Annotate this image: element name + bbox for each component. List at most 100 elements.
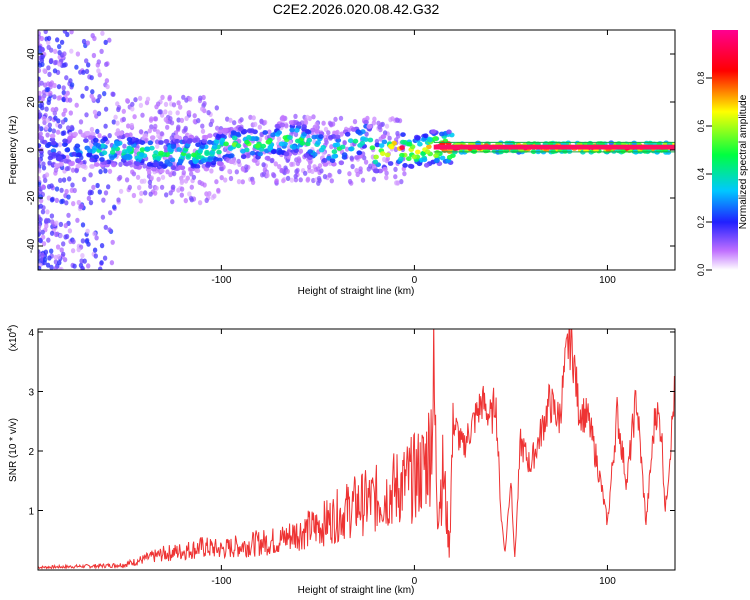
heatmap-noise-cell [43,177,48,183]
heatmap-noise-cell [38,203,43,209]
heatmap-noise-cell [88,200,94,206]
heatmap-ridge-cell [218,161,224,167]
heatmap-noise-cell [40,234,46,240]
heatmap-ridge-cell [127,147,133,153]
heatmap-ridge-cell [161,164,167,170]
heatmap-noise-cell [49,248,54,254]
heatmap-noise-cell [53,259,59,265]
heatmap-noise-cell [92,231,97,237]
heatmap-noise-cell [38,227,41,233]
heatmap-ridge-cell [265,139,272,145]
heatmap-noise-cell [167,94,172,100]
heatmap-ridge-cell [71,151,77,157]
x-tick-label: 100 [599,275,616,286]
heatmap-noise-cell [384,123,390,129]
heatmap-noise-cell [160,174,166,180]
heatmap-noise-cell [70,167,76,173]
heatmap-noise-cell [159,184,165,190]
heatmap-ridge-cell [262,130,269,135]
heatmap-noise-cell [107,168,113,174]
heatmap-ridge-cell [250,136,257,141]
spectrogram-axes: -100 0 100 -40 -20 0 20 40 [26,30,675,286]
heatmap-ridge-cell [306,137,313,143]
heatmap-ridge-cell [51,151,57,157]
heatmap-noise-cell [80,222,86,228]
heatmap-noise-cell [360,177,366,183]
heatmap-noise-cell [67,176,72,182]
heatmap-noise-cell [65,154,70,160]
heatmap-ridge-cell [295,138,301,144]
heatmap-noise-cell [110,239,115,245]
heatmap-noise-cell [168,116,173,122]
heatmap-ridge-cell [111,162,117,168]
heatmap-noise-cell [58,233,63,239]
heatmap-noise-cell [103,190,109,196]
heatmap-noise-cell [214,105,219,111]
heatmap-noise-cell [68,78,73,84]
heatmap-noise-cell [176,100,181,106]
heatmap-noise-cell [382,130,388,136]
heatmap-ridge-cell [352,138,359,144]
heatmap-noise-cell [52,60,58,66]
heatmap-ridge-cell [211,144,218,150]
heatmap-noise-cell [63,223,68,229]
heatmap-noise-cell [399,179,404,185]
heatmap-ridge-cell [223,141,229,147]
heatmap-noise-cell [155,129,161,135]
heatmap-noise-cell [38,198,44,204]
heatmap-noise-cell [262,167,268,173]
heatmap-noise-cell [89,75,94,81]
heatmap-noise-cell [189,184,194,190]
heatmap-noise-cell [39,80,44,86]
heatmap-noise-cell [122,143,127,149]
heatmap-ridge-cell [205,161,212,166]
heatmap-noise-cell [38,160,41,166]
heatmap-noise-cell [380,121,385,127]
heatmap-ridge-cell [62,142,68,148]
heatmap-noise-cell [54,197,59,203]
heatmap-noise-cell [354,168,359,174]
heatmap-ridge-cell [301,124,307,130]
heatmap-ridge-cell [87,148,93,154]
heatmap-ridge-cell [411,154,418,160]
heatmap-ridge-cell [50,140,57,146]
colorbar-tick-label: 0.8 [696,72,706,85]
heatmap-ridge-cell [139,147,146,153]
heatmap-noise-cell [179,186,185,192]
heatmap-noise-cell [75,51,81,57]
heatmap-noise-cell [113,114,118,120]
heatmap-noise-cell [107,133,112,139]
svg-text:(x104): (x104) [7,325,19,352]
heatmap-noise-cell [323,137,329,143]
heatmap-noise-cell [52,110,57,116]
heatmap-noise-cell [246,152,251,159]
heatmap-noise-cell [107,227,112,233]
heatmap-ridge-cell [169,157,176,163]
heatmap-noise-cell [66,125,71,131]
heatmap-noise-cell [223,177,228,183]
heatmap-ridge-cell [388,143,394,149]
heatmap-noise-cell [57,44,62,50]
heatmap-ridge-cell [322,162,329,167]
heatmap-noise-cell [116,197,121,203]
heatmap-noise-cell [376,120,381,126]
heatmap-noise-cell [129,122,134,129]
heatmap-noise-cell [207,191,212,197]
heatmap-ridge-cell [89,157,95,163]
heatmap-ridge-cell [93,162,100,167]
heatmap-ridge-cell [387,161,394,166]
heatmap-ridge-cell [406,156,412,162]
heatmap-noise-cell [85,40,91,46]
heatmap-noise-cell [219,175,224,181]
heatmap-ridge-cell [38,143,42,148]
heatmap-ridge-cell [249,128,255,134]
heatmap-ridge-cell [331,154,337,159]
heatmap-noise-cell [80,93,85,99]
heatmap-noise-cell [68,110,74,116]
heatmap-noise-cell [159,131,164,137]
heatmap-noise-cell [38,90,42,96]
heatmap-ridge-cell [347,138,354,144]
heatmap-ridge-cell [350,127,357,132]
heatmap-noise-cell [40,209,46,215]
